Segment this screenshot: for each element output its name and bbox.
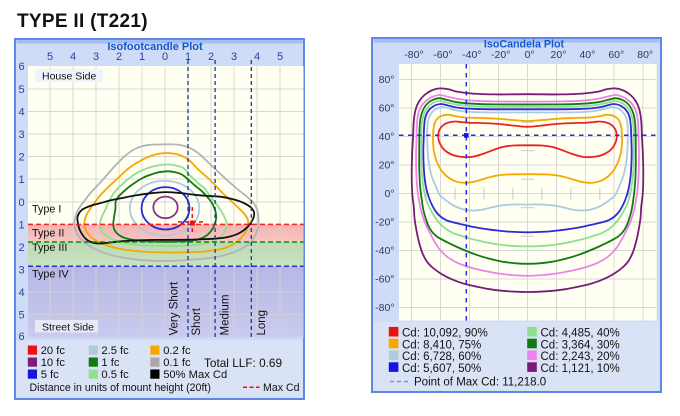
svg-text:60°: 60° — [608, 49, 624, 61]
svg-text:2: 2 — [116, 51, 122, 63]
svg-text:0: 0 — [162, 51, 168, 63]
svg-text:Isofootcandle Plot: Isofootcandle Plot — [107, 41, 203, 53]
svg-text:3: 3 — [93, 51, 99, 63]
svg-text:1: 1 — [185, 51, 191, 63]
svg-text:20°: 20° — [551, 49, 567, 61]
svg-text:Cd: 10,092, 90%: Cd: 10,092, 90% — [402, 328, 488, 340]
svg-text:Distance in units of mount hei: Distance in units of mount height (20ft) — [30, 382, 211, 394]
svg-text:Type II: Type II — [32, 228, 64, 240]
svg-text:4: 4 — [18, 107, 24, 119]
svg-text:40°: 40° — [379, 131, 395, 143]
svg-text:Short: Short — [191, 307, 203, 335]
svg-text:Point of Max Cd: 11,218.0: Point of Max Cd: 11,218.0 — [414, 376, 546, 388]
svg-text:6: 6 — [18, 61, 24, 73]
svg-text:Cd: 1,121, 10%: Cd: 1,121, 10% — [541, 363, 620, 375]
svg-text:4: 4 — [70, 51, 76, 63]
svg-text:0°: 0° — [525, 49, 535, 61]
svg-text:5: 5 — [277, 51, 283, 63]
svg-text:1: 1 — [18, 219, 24, 231]
svg-text:0.1 fc: 0.1 fc — [163, 357, 191, 369]
svg-text:Medium: Medium — [220, 295, 232, 336]
svg-text:-40°: -40° — [375, 245, 394, 257]
svg-text:20°: 20° — [379, 160, 395, 172]
svg-text:3: 3 — [18, 265, 24, 277]
svg-text:5: 5 — [18, 84, 24, 96]
svg-text:-20°: -20° — [491, 49, 510, 61]
svg-text:0.5 fc: 0.5 fc — [101, 369, 129, 381]
svg-text:Very Short: Very Short — [168, 281, 180, 335]
svg-text:TYPE II (T221): TYPE II (T221) — [17, 11, 148, 32]
svg-text:4: 4 — [18, 287, 24, 299]
svg-text:2: 2 — [208, 51, 214, 63]
svg-text:-80°: -80° — [404, 49, 423, 61]
svg-text:1: 1 — [18, 174, 24, 186]
svg-text:0: 0 — [18, 197, 24, 209]
svg-text:Cd: 8,410, 75%: Cd: 8,410, 75% — [402, 339, 481, 351]
svg-text:2: 2 — [18, 152, 24, 164]
svg-text:-40°: -40° — [462, 49, 481, 61]
svg-text:0°: 0° — [384, 188, 394, 200]
svg-text:4: 4 — [254, 51, 260, 63]
svg-text:10 fc: 10 fc — [41, 357, 66, 369]
svg-text:Max Cd: Max Cd — [263, 382, 300, 394]
svg-text:2.5 fc: 2.5 fc — [101, 345, 129, 357]
svg-text:6: 6 — [18, 331, 24, 343]
svg-text:1: 1 — [139, 51, 145, 63]
svg-text:5: 5 — [47, 51, 53, 63]
svg-text:Total LLF: 0.69: Total LLF: 0.69 — [204, 356, 282, 370]
svg-text:80°: 80° — [379, 74, 395, 86]
svg-text:Cd: 6,728, 60%: Cd: 6,728, 60% — [402, 351, 481, 363]
svg-text:50% Max Cd: 50% Max Cd — [163, 369, 227, 381]
svg-text:-60°: -60° — [375, 274, 394, 286]
svg-text:0.2 fc: 0.2 fc — [163, 345, 191, 357]
svg-text:5: 5 — [18, 310, 24, 322]
svg-text:1 fc: 1 fc — [101, 357, 119, 369]
svg-text:Cd: 5,607, 50%: Cd: 5,607, 50% — [402, 363, 481, 375]
svg-text:3: 3 — [231, 51, 237, 63]
svg-text:5 fc: 5 fc — [41, 369, 59, 381]
svg-text:2: 2 — [18, 242, 24, 254]
svg-text:Long: Long — [256, 310, 268, 336]
svg-text:IsoCandela Plot: IsoCandela Plot — [484, 39, 565, 51]
svg-text:Type I: Type I — [32, 204, 61, 216]
svg-text:House Side: House Side — [42, 71, 96, 83]
svg-text:Street Side: Street Side — [42, 322, 94, 334]
svg-text:60°: 60° — [379, 103, 395, 115]
svg-text:Type III: Type III — [32, 242, 67, 254]
svg-text:-20°: -20° — [375, 217, 394, 229]
svg-text:3: 3 — [18, 129, 24, 141]
svg-text:Cd: 4,485, 40%: Cd: 4,485, 40% — [541, 328, 620, 340]
svg-text:40°: 40° — [579, 49, 595, 61]
svg-text:Type IV: Type IV — [32, 269, 69, 281]
svg-text:Cd: 2,243, 20%: Cd: 2,243, 20% — [541, 351, 620, 363]
svg-text:Cd: 3,364, 30%: Cd: 3,364, 30% — [541, 339, 620, 351]
svg-text:80°: 80° — [637, 49, 653, 61]
svg-text:20 fc: 20 fc — [41, 345, 66, 357]
svg-text:-80°: -80° — [375, 302, 394, 314]
svg-text:-60°: -60° — [433, 49, 452, 61]
